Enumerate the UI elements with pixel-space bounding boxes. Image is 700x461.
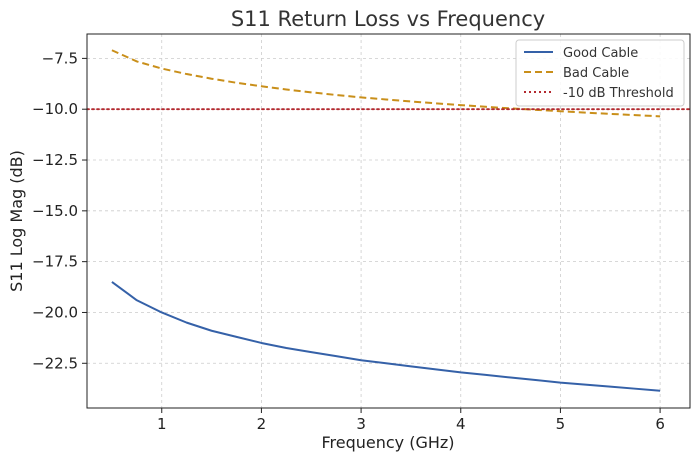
x-axis-ticks: 1 2 3 4 5 6 (157, 408, 665, 433)
x-tick-label: 3 (356, 415, 366, 433)
legend-label-10-db-threshold: -10 dB Threshold (563, 86, 674, 101)
y-tick-label: −20.0 (32, 303, 78, 321)
x-tick-label: 5 (556, 415, 566, 433)
legend: Good Cable Bad Cable -10 dB Threshold (515, 39, 685, 107)
x-tick-label: 1 (157, 415, 167, 433)
legend-box (515, 39, 685, 107)
x-axis-title: Frequency (GHz) (321, 433, 454, 452)
chart-title: S11 Return Loss vs Frequency (231, 7, 545, 31)
y-tick-label: −17.5 (32, 253, 78, 271)
series-lines (86, 49, 691, 392)
x-tick-label: 4 (456, 415, 466, 433)
y-tick-label: −22.5 (32, 354, 78, 372)
plot-frame (86, 33, 691, 409)
series-line-good-cable (111, 281, 661, 392)
legend-label-bad-cable: Bad Cable (563, 66, 629, 81)
y-tick-label: −12.5 (32, 151, 78, 169)
y-axis-ticks: −22.5 −20.0 −17.5 −15.0 −12.5 −10.0 −7.5 (32, 49, 87, 372)
y-tick-label: −7.5 (42, 49, 78, 67)
x-tick-label: 6 (655, 415, 665, 433)
y-tick-label: −15.0 (32, 202, 78, 220)
series-line-bad-cable (111, 49, 661, 118)
legend-items: Good Cable Bad Cable -10 dB Threshold (524, 46, 674, 101)
y-axis-title: S11 Log Mag (dB) (7, 150, 26, 292)
y-tick-label: −10.0 (32, 100, 78, 118)
legend-label-good-cable: Good Cable (563, 46, 638, 61)
x-tick-label: 2 (257, 415, 267, 433)
